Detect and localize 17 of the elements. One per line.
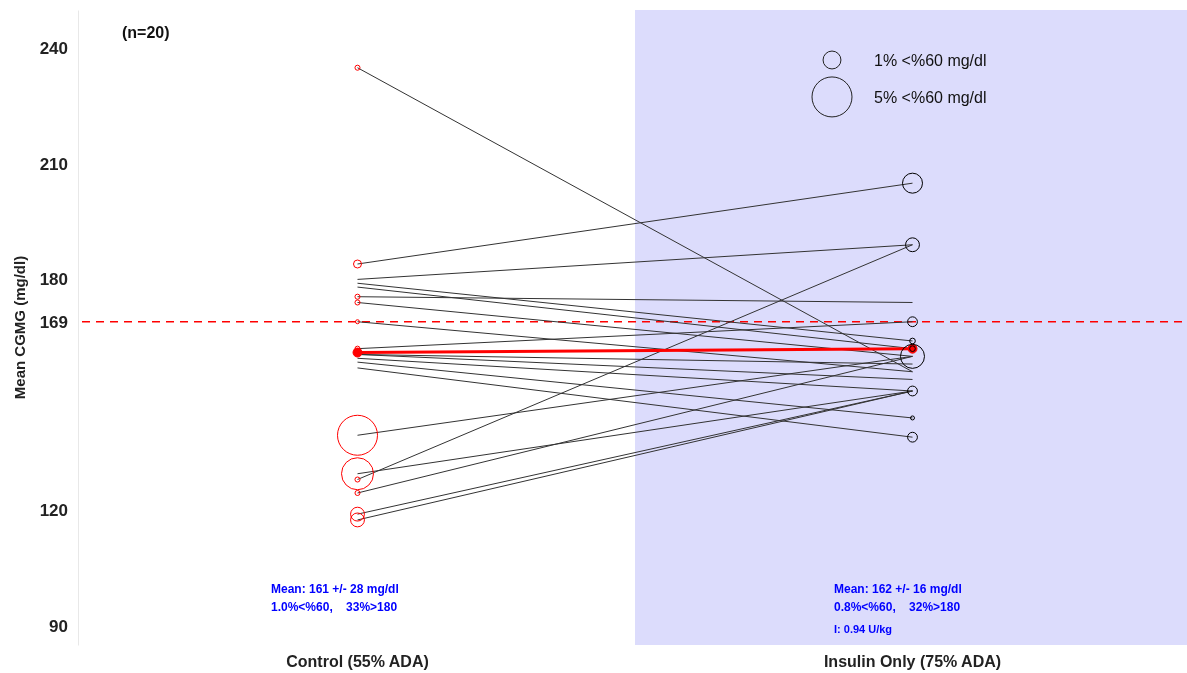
- y-tick-label: 90: [49, 616, 68, 636]
- annotation: 1.0%<%60, 33%>180: [271, 600, 398, 614]
- y-tick-label: 180: [39, 270, 68, 290]
- y-tick-label: 210: [39, 154, 68, 174]
- y-tick-label: 120: [39, 501, 68, 521]
- annotation: I: 0.94 U/kg: [834, 623, 893, 635]
- y-tick-label: 240: [39, 39, 68, 59]
- annotation: (n=20): [122, 24, 170, 41]
- x-tick-label: Insulin Only (75% ADA): [823, 653, 1002, 671]
- annotation: Mean: 162 +/- 16 mg/dl: [834, 582, 962, 596]
- annotation: 0.8%<%60, 32%>180: [834, 600, 961, 614]
- x-tick-label: Control (55% ADA): [286, 653, 429, 671]
- legend-label: 5% <%60 mg/dl: [874, 88, 987, 106]
- legend-label: 1% <%60 mg/dl: [874, 51, 987, 69]
- y-axis-title: Mean CGMG (mg/dl): [11, 255, 28, 400]
- annotation: Mean: 161 +/- 28 mg/dl: [271, 582, 399, 596]
- y-tick-label: 169: [39, 312, 68, 332]
